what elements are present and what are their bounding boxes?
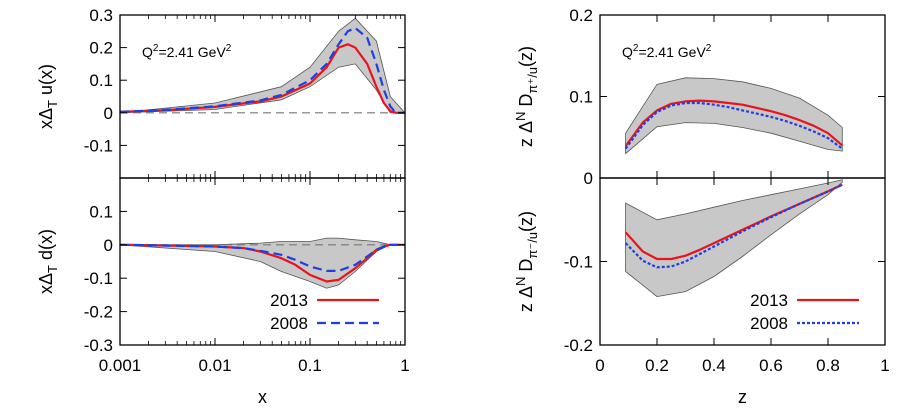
series-line-2008 bbox=[624, 101, 843, 150]
panel-bottom-left: 0.1 0 -0.1 -0.2 -0.30.001 0.01 0.1 1 x xΔT d(x) 20… bbox=[36, 177, 410, 407]
y-tick-label: 0.1 bbox=[89, 202, 113, 221]
y-tick-label: -0.1 bbox=[564, 253, 593, 272]
y-axis-title: xΔT u(x) bbox=[36, 64, 60, 129]
panel-top-left: 0.3 0.2 0.1 0 -0.1 xΔT u(x) Q2=2.41 GeV2 bbox=[36, 6, 406, 179]
q2-annotation: Q2=2.41 GeV2 bbox=[142, 43, 232, 60]
uncertainty-band bbox=[119, 237, 405, 289]
x-tick-label: 0 bbox=[595, 356, 604, 375]
x-tick-label: 0.4 bbox=[702, 356, 726, 375]
x-tick-label: 1 bbox=[400, 356, 409, 375]
y-axis-title: z ΔN Dπ⁻/u(z) bbox=[513, 211, 540, 312]
y-tick-label: -0.2 bbox=[84, 303, 113, 322]
y-tick-label: -0.3 bbox=[84, 336, 113, 355]
panel-top-right: 0.2 0.1 0 z ΔN Dπ⁺/u(z) Q2=2.41 GeV2 bbox=[513, 6, 886, 188]
panel-bottom-right: -0.1 -0.20 0.2 0.4 0.6 0.8 1 z z ΔN Dπ⁻/u(z) 2013… bbox=[513, 177, 890, 407]
x-tick-label: 1 bbox=[880, 356, 889, 375]
y-tick-label: 0 bbox=[104, 104, 113, 123]
y-tick-label: -0.1 bbox=[84, 136, 113, 155]
series-line-2008 bbox=[624, 183, 843, 269]
x-tick-label: 0.8 bbox=[816, 356, 840, 375]
y-tick-label: 0 bbox=[104, 236, 113, 255]
legend-label-2013: 2013 bbox=[270, 291, 308, 310]
y-tick-label: 0.3 bbox=[89, 6, 113, 25]
x-tick-label: 0.01 bbox=[198, 356, 231, 375]
q2-annotation: Q2=2.41 GeV2 bbox=[622, 43, 712, 60]
series-line-2013 bbox=[624, 99, 844, 147]
legend-label-2013: 2013 bbox=[750, 291, 788, 310]
series-line-2008 bbox=[119, 26, 405, 114]
y-tick-label: 0.1 bbox=[569, 88, 593, 107]
legend-label-2008: 2008 bbox=[750, 314, 788, 333]
uncertainty-band bbox=[625, 77, 843, 155]
y-axis-title: xΔT d(x) bbox=[36, 229, 60, 294]
y-tick-label: 0.2 bbox=[569, 6, 593, 25]
y-tick-label: -0.1 bbox=[84, 269, 113, 288]
x-tick-label: 0.001 bbox=[99, 356, 142, 375]
y-tick-label: 0.1 bbox=[89, 71, 113, 90]
plot-frame bbox=[119, 177, 406, 346]
legend-label-2008: 2008 bbox=[270, 314, 308, 333]
x-axis-title: x bbox=[258, 387, 267, 407]
x-axis-title: z bbox=[738, 387, 747, 407]
series-line-2008 bbox=[119, 243, 405, 272]
x-tick-label: 0.2 bbox=[645, 356, 669, 375]
y-tick-label: -0.2 bbox=[564, 336, 593, 355]
y-tick-label: 0.2 bbox=[89, 39, 113, 58]
y-axis-title: z ΔN Dπ⁺/u(z) bbox=[513, 46, 540, 147]
x-tick-label: 0.6 bbox=[759, 356, 783, 375]
y-tick-label: 0 bbox=[584, 169, 593, 188]
x-tick-label: 0.1 bbox=[298, 356, 322, 375]
uncertainty-band bbox=[625, 179, 843, 298]
